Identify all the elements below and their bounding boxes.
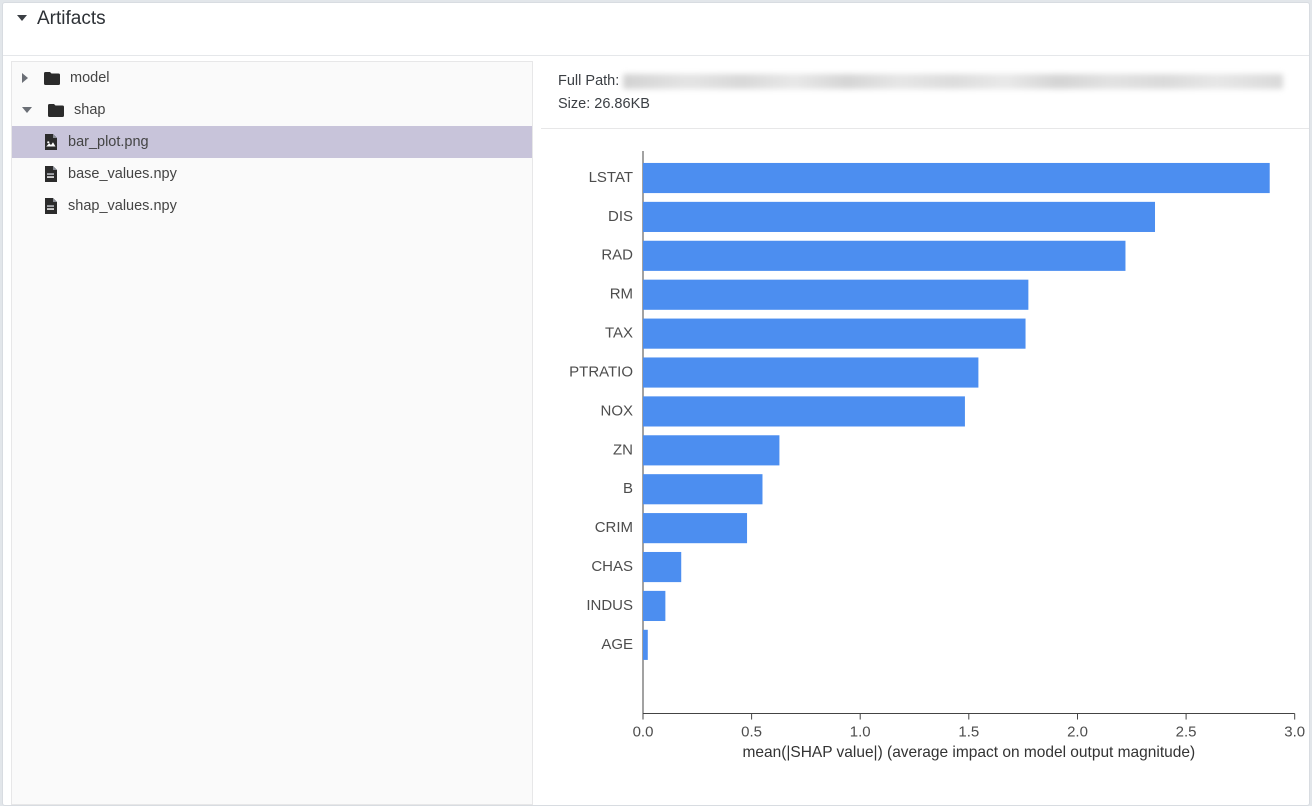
- svg-text:NOX: NOX: [601, 402, 633, 419]
- svg-text:LSTAT: LSTAT: [589, 169, 633, 186]
- svg-text:2.0: 2.0: [1067, 724, 1088, 741]
- svg-text:ZN: ZN: [613, 441, 633, 458]
- svg-text:INDUS: INDUS: [586, 597, 633, 614]
- svg-text:RM: RM: [610, 286, 633, 303]
- svg-text:mean(|SHAP value|) (average im: mean(|SHAP value|) (average impact on mo…: [742, 744, 1195, 761]
- svg-text:PTRATIO: PTRATIO: [569, 363, 633, 380]
- svg-text:CHAS: CHAS: [591, 558, 633, 575]
- svg-text:0.5: 0.5: [741, 724, 762, 741]
- svg-text:B: B: [623, 480, 633, 497]
- svg-text:2.5: 2.5: [1176, 724, 1197, 741]
- svg-text:CRIM: CRIM: [595, 519, 633, 536]
- svg-text:0.0: 0.0: [633, 724, 654, 741]
- svg-text:1.5: 1.5: [958, 724, 979, 741]
- svg-text:RAD: RAD: [601, 247, 633, 264]
- svg-text:3.0: 3.0: [1284, 724, 1305, 741]
- svg-text:AGE: AGE: [601, 636, 633, 653]
- svg-text:DIS: DIS: [608, 208, 633, 225]
- svg-text:TAX: TAX: [605, 325, 633, 342]
- svg-text:1.0: 1.0: [850, 724, 871, 741]
